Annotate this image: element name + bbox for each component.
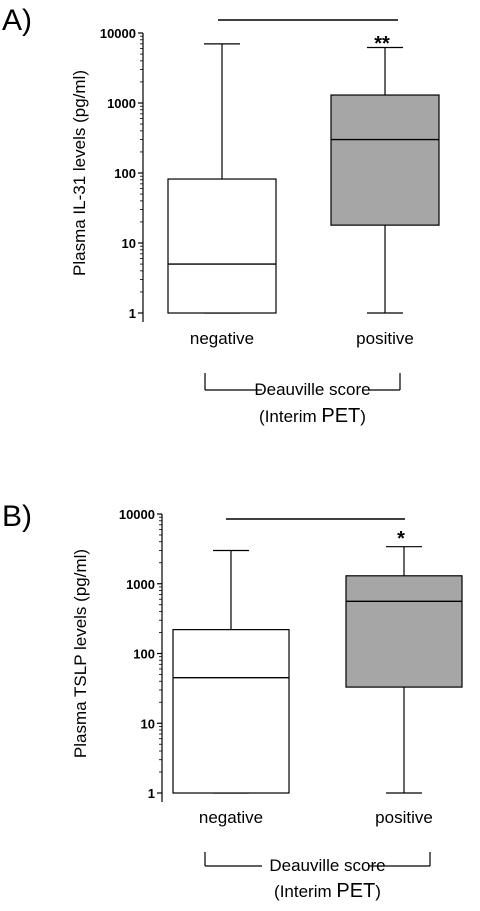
chart-panel-b: B) Plasma TSLP levels (pg/ml) 1 10 100 1000 10… <box>2 500 463 902</box>
y-tick-label: 10000 <box>119 507 155 522</box>
group-label: Deauville score <box>269 856 385 875</box>
y-tick-label: 1 <box>148 786 155 801</box>
box-negative <box>167 43 277 314</box>
group-sublabel: (Interim PET) <box>259 405 366 427</box>
box-positive <box>345 546 463 794</box>
x-category-label: positive <box>356 329 414 348</box>
box-positive <box>330 46 440 314</box>
panel-label: B) <box>2 500 32 533</box>
group-sublabel: (Interim PET) <box>274 880 381 902</box>
chart-panel-a: A) Plasma IL-31 levels (pg/ml) 1 10 100 1000 1… <box>2 4 440 427</box>
group-sublabel-prefix: (Interim <box>274 882 336 901</box>
iqr-box <box>167 178 277 314</box>
x-category-label: negative <box>199 808 263 827</box>
y-tick-label: 10 <box>141 716 155 731</box>
y-axis-label: Plasma TSLP levels (pg/ml) <box>71 549 90 758</box>
y-tick-label: 10000 <box>100 26 136 41</box>
y-tick-label: 1000 <box>126 577 155 592</box>
group-sublabel-suffix: ) <box>375 882 381 901</box>
significance-marker: ** <box>374 33 390 55</box>
x-category-label: negative <box>190 329 254 348</box>
significance-marker: * <box>397 528 405 550</box>
box-negative <box>172 549 290 794</box>
x-category-label: positive <box>375 808 433 827</box>
iqr-box <box>345 575 463 688</box>
y-tick-label: 1000 <box>107 96 136 111</box>
group-sublabel-suffix: ) <box>360 407 366 426</box>
group-label: Deauville score <box>254 380 370 399</box>
group-sublabel-prefix: (Interim <box>259 407 321 426</box>
y-tick-label: 1 <box>129 306 136 321</box>
iqr-box <box>330 94 440 226</box>
y-tick-label: 10 <box>122 236 136 251</box>
panel-label: A) <box>2 4 32 37</box>
y-axis-label: Plasma IL-31 levels (pg/ml) <box>70 70 89 276</box>
y-tick-label: 100 <box>114 166 136 181</box>
iqr-box <box>172 629 290 794</box>
group-sublabel-emph: PET <box>321 405 360 427</box>
group-sublabel-emph: PET <box>336 880 375 902</box>
y-tick-label: 100 <box>133 647 155 662</box>
